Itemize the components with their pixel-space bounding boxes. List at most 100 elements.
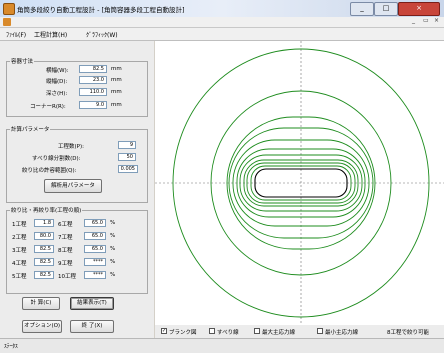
menu-calc[interactable]: 工程計算(H) — [34, 32, 68, 39]
ratio-row: 5工程 82.5 10工程 **** % — [12, 271, 144, 281]
depth-label: 縦幅(D): — [46, 79, 68, 85]
range-label: 絞り比の許容範囲(Q): — [22, 168, 77, 174]
ratio-step-field[interactable]: **** — [84, 258, 106, 266]
step-contour — [226, 116, 376, 250]
status-bar: ｽﾃｰﾀｽ — [0, 338, 444, 353]
exit-button[interactable]: 終 了(X) — [70, 320, 114, 333]
ratio-row: 2工程 80.0 7工程 65.0 % — [12, 232, 144, 242]
ratio-row: 3工程 82.5 8工程 65.0 % — [12, 245, 144, 255]
menu-file[interactable]: ﾌｧｲﾙ(F) — [6, 32, 27, 39]
step-contour — [228, 127, 374, 239]
ratio-step-label: 8工程 — [58, 248, 73, 254]
percent-unit: % — [110, 233, 116, 239]
params-group — [6, 129, 148, 203]
ratio-step-field[interactable]: 80.0 — [34, 232, 54, 240]
step-contour — [239, 154, 363, 212]
ratio-step-label: 9工程 — [58, 261, 73, 267]
mdi-restore-button[interactable]: ▭ — [423, 17, 429, 24]
width-unit: mm — [111, 66, 122, 72]
depth-unit: mm — [111, 77, 122, 83]
percent-unit: % — [110, 246, 116, 252]
percent-unit: % — [110, 220, 116, 226]
left-panel: 容器寸法 横幅(W): 82.5 mm 縦幅(D): 23.0 mm 深さ(H)… — [0, 41, 154, 338]
slip-line-label: すべり線 — [217, 330, 239, 336]
blank-label: ブランク図 — [169, 330, 197, 336]
document-icon[interactable] — [3, 18, 11, 26]
blank-checkbox[interactable]: ✓ — [161, 328, 167, 334]
ratio-row: 1工程 1.8 6工程 65.0 % — [12, 219, 144, 229]
minimize-button[interactable]: _ — [350, 2, 374, 16]
height-label: 深さ(H): — [46, 91, 68, 97]
width-label: 横幅(W): — [46, 68, 69, 74]
menu-graph[interactable]: ｸﾞﾗﾌｨｯｸ(W) — [86, 32, 118, 39]
analysis-params-button[interactable]: 解析用パラメータ — [44, 179, 102, 193]
step-contour — [232, 139, 370, 227]
mdi-bar: _ ▭ × — [0, 17, 444, 28]
ratio-step-label: 10工程 — [58, 274, 76, 280]
ratio-step-label: 5工程 — [12, 274, 27, 280]
min-principal-checkbox[interactable] — [317, 328, 323, 334]
final-contour — [254, 168, 348, 198]
ratio-step-field[interactable]: 65.0 — [84, 245, 106, 253]
ratio-step-field[interactable]: 65.0 — [84, 232, 106, 240]
options-button[interactable]: オプション(O) — [22, 320, 62, 333]
close-button[interactable]: × — [398, 2, 440, 16]
division-label: すべり線分割数(D): — [32, 156, 81, 162]
steps-label: 工程数(P): — [58, 144, 84, 150]
ratio-step-label: 2工程 — [12, 235, 27, 241]
height-field[interactable]: 110.0 — [79, 88, 107, 96]
division-field[interactable]: 50 — [118, 153, 136, 161]
ratio-step-field[interactable]: **** — [84, 271, 106, 279]
menu-bar: ﾌｧｲﾙ(F) 工程計算(H) ｸﾞﾗﾌｨｯｸ(W) — [0, 28, 444, 41]
title-bar: 角筒多段絞り自動工程設計 - [角筒容器多段工程自動設計] _ □ × — [0, 0, 444, 17]
corner-label: コーナーR(R): — [30, 104, 66, 110]
step-contour — [243, 159, 359, 207]
step-contour — [236, 148, 366, 218]
max-principal-label: 最大主応力線 — [262, 330, 296, 336]
dimensions-group — [6, 61, 148, 117]
ratio-step-label: 6工程 — [58, 222, 73, 228]
status-text: ｽﾃｰﾀｽ — [4, 344, 18, 350]
calc-button[interactable]: 計 算(C) — [22, 297, 60, 310]
percent-unit: % — [110, 259, 116, 265]
corner-unit: mm — [111, 102, 122, 108]
ratio-step-field[interactable]: 82.5 — [34, 271, 54, 279]
range-field[interactable]: 0.005 — [118, 165, 138, 173]
step-contour — [246, 162, 356, 204]
step-contour — [210, 90, 392, 276]
result-display-button[interactable]: 結果表示(T) — [70, 297, 114, 310]
blank-outline — [172, 48, 430, 318]
axes — [155, 41, 444, 325]
display-options: ✓ ブランク図 すべり線 最大主応力線 最小主応力線 8工程で絞り可能 — [155, 325, 444, 338]
ratio-rows: 1工程 1.8 6工程 65.0 % 2工程 80.0 7工程 65.0 % 3… — [12, 219, 144, 289]
app-icon — [3, 3, 15, 15]
height-unit: mm — [111, 89, 122, 95]
steps-field[interactable]: 9 — [118, 141, 136, 149]
window-title: 角筒多段絞り自動工程設計 - [角筒容器多段工程自動設計] — [17, 6, 185, 14]
ratio-step-field[interactable]: 82.5 — [34, 245, 54, 253]
ratios-group-title: 絞り比・再絞り率(工程の順) — [10, 206, 83, 214]
ratio-step-label: 4工程 — [12, 261, 27, 267]
depth-field[interactable]: 23.0 — [79, 76, 107, 84]
ratio-step-label: 3工程 — [12, 248, 27, 254]
max-principal-checkbox[interactable] — [254, 328, 260, 334]
result-note: 8工程で絞り可能 — [387, 330, 429, 336]
corner-field[interactable]: 9.0 — [79, 101, 107, 109]
step-contour — [250, 165, 352, 201]
mdi-minimize-button[interactable]: _ — [412, 17, 415, 24]
percent-unit: % — [110, 272, 116, 278]
mdi-close-button[interactable]: × — [434, 17, 440, 24]
ratio-step-field[interactable]: 1.8 — [34, 219, 54, 227]
ratio-step-field[interactable]: 82.5 — [34, 258, 54, 266]
plot-canvas[interactable] — [155, 41, 444, 325]
min-principal-label: 最小主応力線 — [325, 330, 359, 336]
params-group-title: 計算パラメータ — [10, 125, 51, 133]
width-field[interactable]: 82.5 — [79, 65, 107, 73]
ratio-step-field[interactable]: 65.0 — [84, 219, 106, 227]
ratio-step-label: 1工程 — [12, 222, 27, 228]
maximize-button[interactable]: □ — [374, 2, 398, 16]
slip-line-checkbox[interactable] — [209, 328, 215, 334]
ratio-step-label: 7工程 — [58, 235, 73, 241]
contours — [172, 48, 430, 318]
ratio-row: 4工程 82.5 9工程 **** % — [12, 258, 144, 268]
